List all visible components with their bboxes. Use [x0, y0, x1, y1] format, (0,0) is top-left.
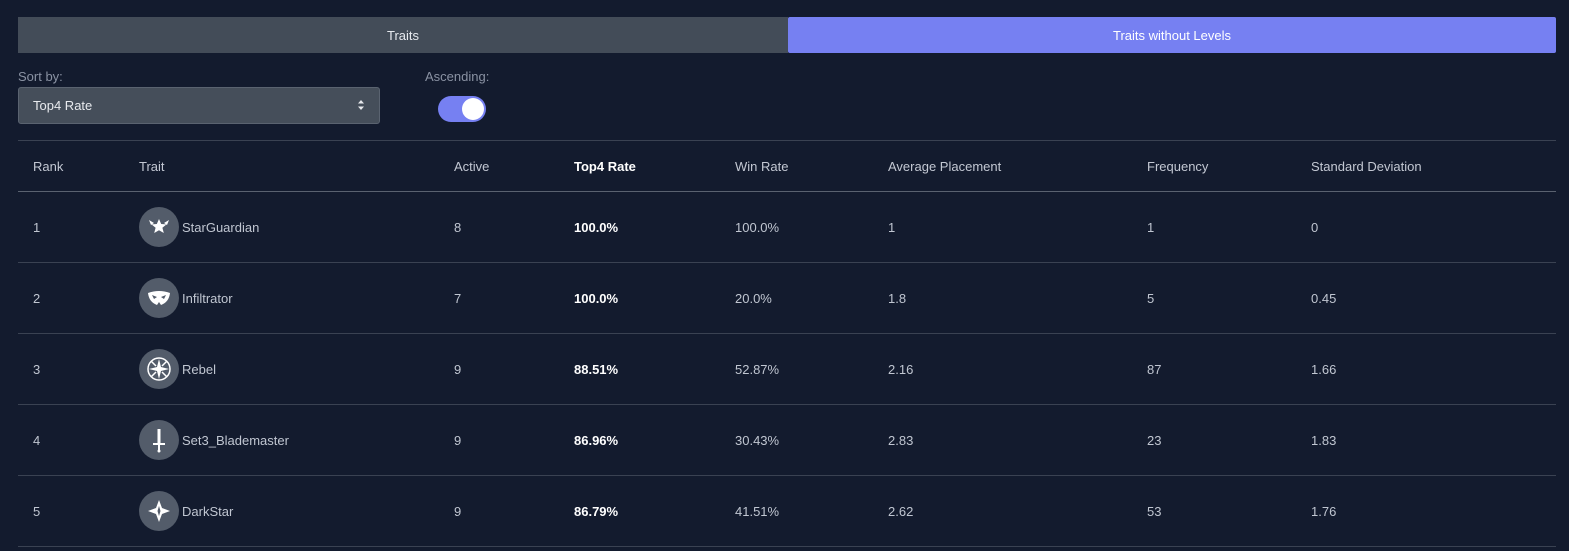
- top4-rate-cell: 88.51%: [574, 361, 619, 377]
- standard-deviation-cell: 1.83: [1311, 432, 1337, 448]
- infiltrator-icon: [139, 278, 179, 318]
- trait-name: Infiltrator: [182, 290, 233, 306]
- win-rate-cell: 20.0%: [735, 290, 772, 306]
- average-placement-cell: 1: [888, 219, 896, 235]
- rank-cell: 4: [33, 432, 41, 448]
- frequency-cell: 53: [1147, 503, 1162, 519]
- rank-cell: 1: [33, 219, 41, 235]
- frequency-cell: 1: [1147, 219, 1155, 235]
- top4-rate-cell: 86.79%: [574, 503, 619, 519]
- trait-cell: Set3_Blademaster: [139, 405, 289, 475]
- active-cell: 9: [454, 361, 462, 377]
- table-row[interactable]: 3 Rebel 9 88.51% 52.87% 2.16 87 1.66: [18, 334, 1556, 405]
- header-rank[interactable]: Rank: [33, 158, 64, 174]
- active-cell: 8: [454, 219, 462, 235]
- trait-name: DarkStar: [182, 503, 234, 519]
- active-cell: 9: [454, 503, 462, 519]
- win-rate-cell: 41.51%: [735, 503, 780, 519]
- header-top4-rate[interactable]: Top4 Rate: [574, 158, 636, 174]
- rank-cell: 3: [33, 361, 41, 377]
- sort-by-label: Sort by:: [18, 69, 63, 84]
- table-row[interactable]: 5 DarkStar 9 86.79% 41.51% 2.62 53 1.76: [18, 476, 1556, 547]
- header-win-rate[interactable]: Win Rate: [735, 158, 789, 174]
- average-placement-cell: 2.16: [888, 361, 914, 377]
- average-placement-cell: 2.83: [888, 432, 914, 448]
- top4-rate-cell: 86.96%: [574, 432, 619, 448]
- ascending-label: Ascending:: [425, 69, 490, 84]
- tab-traits-without-levels[interactable]: Traits without Levels: [788, 17, 1556, 53]
- header-standard-deviation[interactable]: Standard Deviation: [1311, 158, 1422, 174]
- frequency-cell: 23: [1147, 432, 1162, 448]
- top4-rate-cell: 100.0%: [574, 290, 619, 306]
- tab-bar: Traits Traits without Levels: [18, 17, 1556, 53]
- sort-by-select[interactable]: Top4 Rate: [18, 87, 380, 124]
- active-cell: 7: [454, 290, 462, 306]
- standard-deviation-cell: 0: [1311, 219, 1319, 235]
- trait-cell: DarkStar: [139, 476, 233, 546]
- frequency-cell: 87: [1147, 361, 1162, 377]
- win-rate-cell: 52.87%: [735, 361, 780, 377]
- trait-name: StarGuardian: [182, 219, 260, 235]
- win-rate-cell: 100.0%: [735, 219, 780, 235]
- star-guardian-icon: [139, 207, 179, 247]
- average-placement-cell: 2.62: [888, 503, 914, 519]
- header-frequency[interactable]: Frequency: [1147, 158, 1209, 174]
- toggle-knob: [462, 98, 484, 120]
- trait-cell: StarGuardian: [139, 192, 259, 262]
- blademaster-icon: [139, 420, 179, 460]
- table-header: Rank Trait Active Top4 Rate Win Rate Ave…: [18, 140, 1556, 192]
- rebel-icon: [139, 349, 179, 389]
- active-cell: 9: [454, 432, 462, 448]
- table-row[interactable]: 4 Set3_Blademaster 9 86.96% 30.43% 2.83 …: [18, 405, 1556, 476]
- select-arrows-icon: [358, 100, 364, 110]
- trait-cell: Rebel: [139, 334, 216, 404]
- traits-table: Rank Trait Active Top4 Rate Win Rate Ave…: [18, 140, 1556, 547]
- sort-by-value: Top4 Rate: [33, 98, 93, 113]
- header-trait[interactable]: Trait: [139, 158, 165, 174]
- trait-name: Rebel: [182, 361, 216, 377]
- win-rate-cell: 30.43%: [735, 432, 780, 448]
- top4-rate-cell: 100.0%: [574, 219, 619, 235]
- tab-traits[interactable]: Traits: [18, 17, 788, 53]
- dark-star-icon: [139, 491, 179, 531]
- rank-cell: 5: [33, 503, 41, 519]
- trait-cell: Infiltrator: [139, 263, 233, 333]
- header-average-placement[interactable]: Average Placement: [888, 158, 1002, 174]
- table-row[interactable]: 2 Infiltrator 7 100.0% 20.0% 1.8 5 0.45: [18, 263, 1556, 334]
- header-active[interactable]: Active: [454, 158, 490, 174]
- rank-cell: 2: [33, 290, 41, 306]
- standard-deviation-cell: 1.76: [1311, 503, 1337, 519]
- ascending-toggle[interactable]: [438, 96, 486, 122]
- frequency-cell: 5: [1147, 290, 1155, 306]
- standard-deviation-cell: 1.66: [1311, 361, 1337, 377]
- trait-name: Set3_Blademaster: [182, 432, 289, 448]
- standard-deviation-cell: 0.45: [1311, 290, 1337, 306]
- average-placement-cell: 1.8: [888, 290, 907, 306]
- table-row[interactable]: 1 StarGuardian 8 100.0% 100.0% 1 1 0: [18, 192, 1556, 263]
